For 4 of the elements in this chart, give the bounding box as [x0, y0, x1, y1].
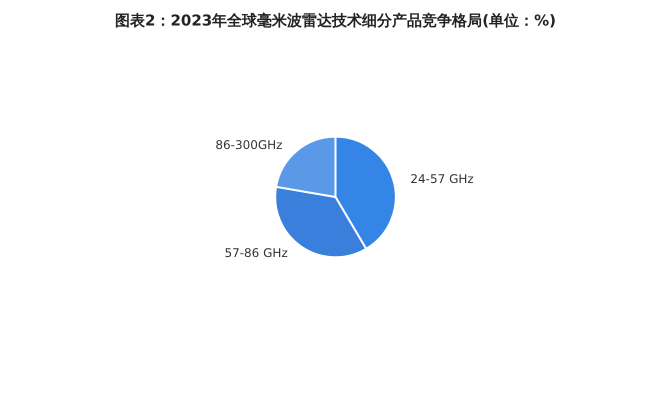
chart-title: 图表2：2023年全球毫米波雷达技术细分产品竞争格局(单位：%): [115, 12, 556, 30]
slice-label: 86-300GHz: [215, 138, 282, 152]
slice-label: 57-86 GHz: [224, 246, 288, 260]
slice-label: 24-57 GHz: [410, 172, 474, 186]
